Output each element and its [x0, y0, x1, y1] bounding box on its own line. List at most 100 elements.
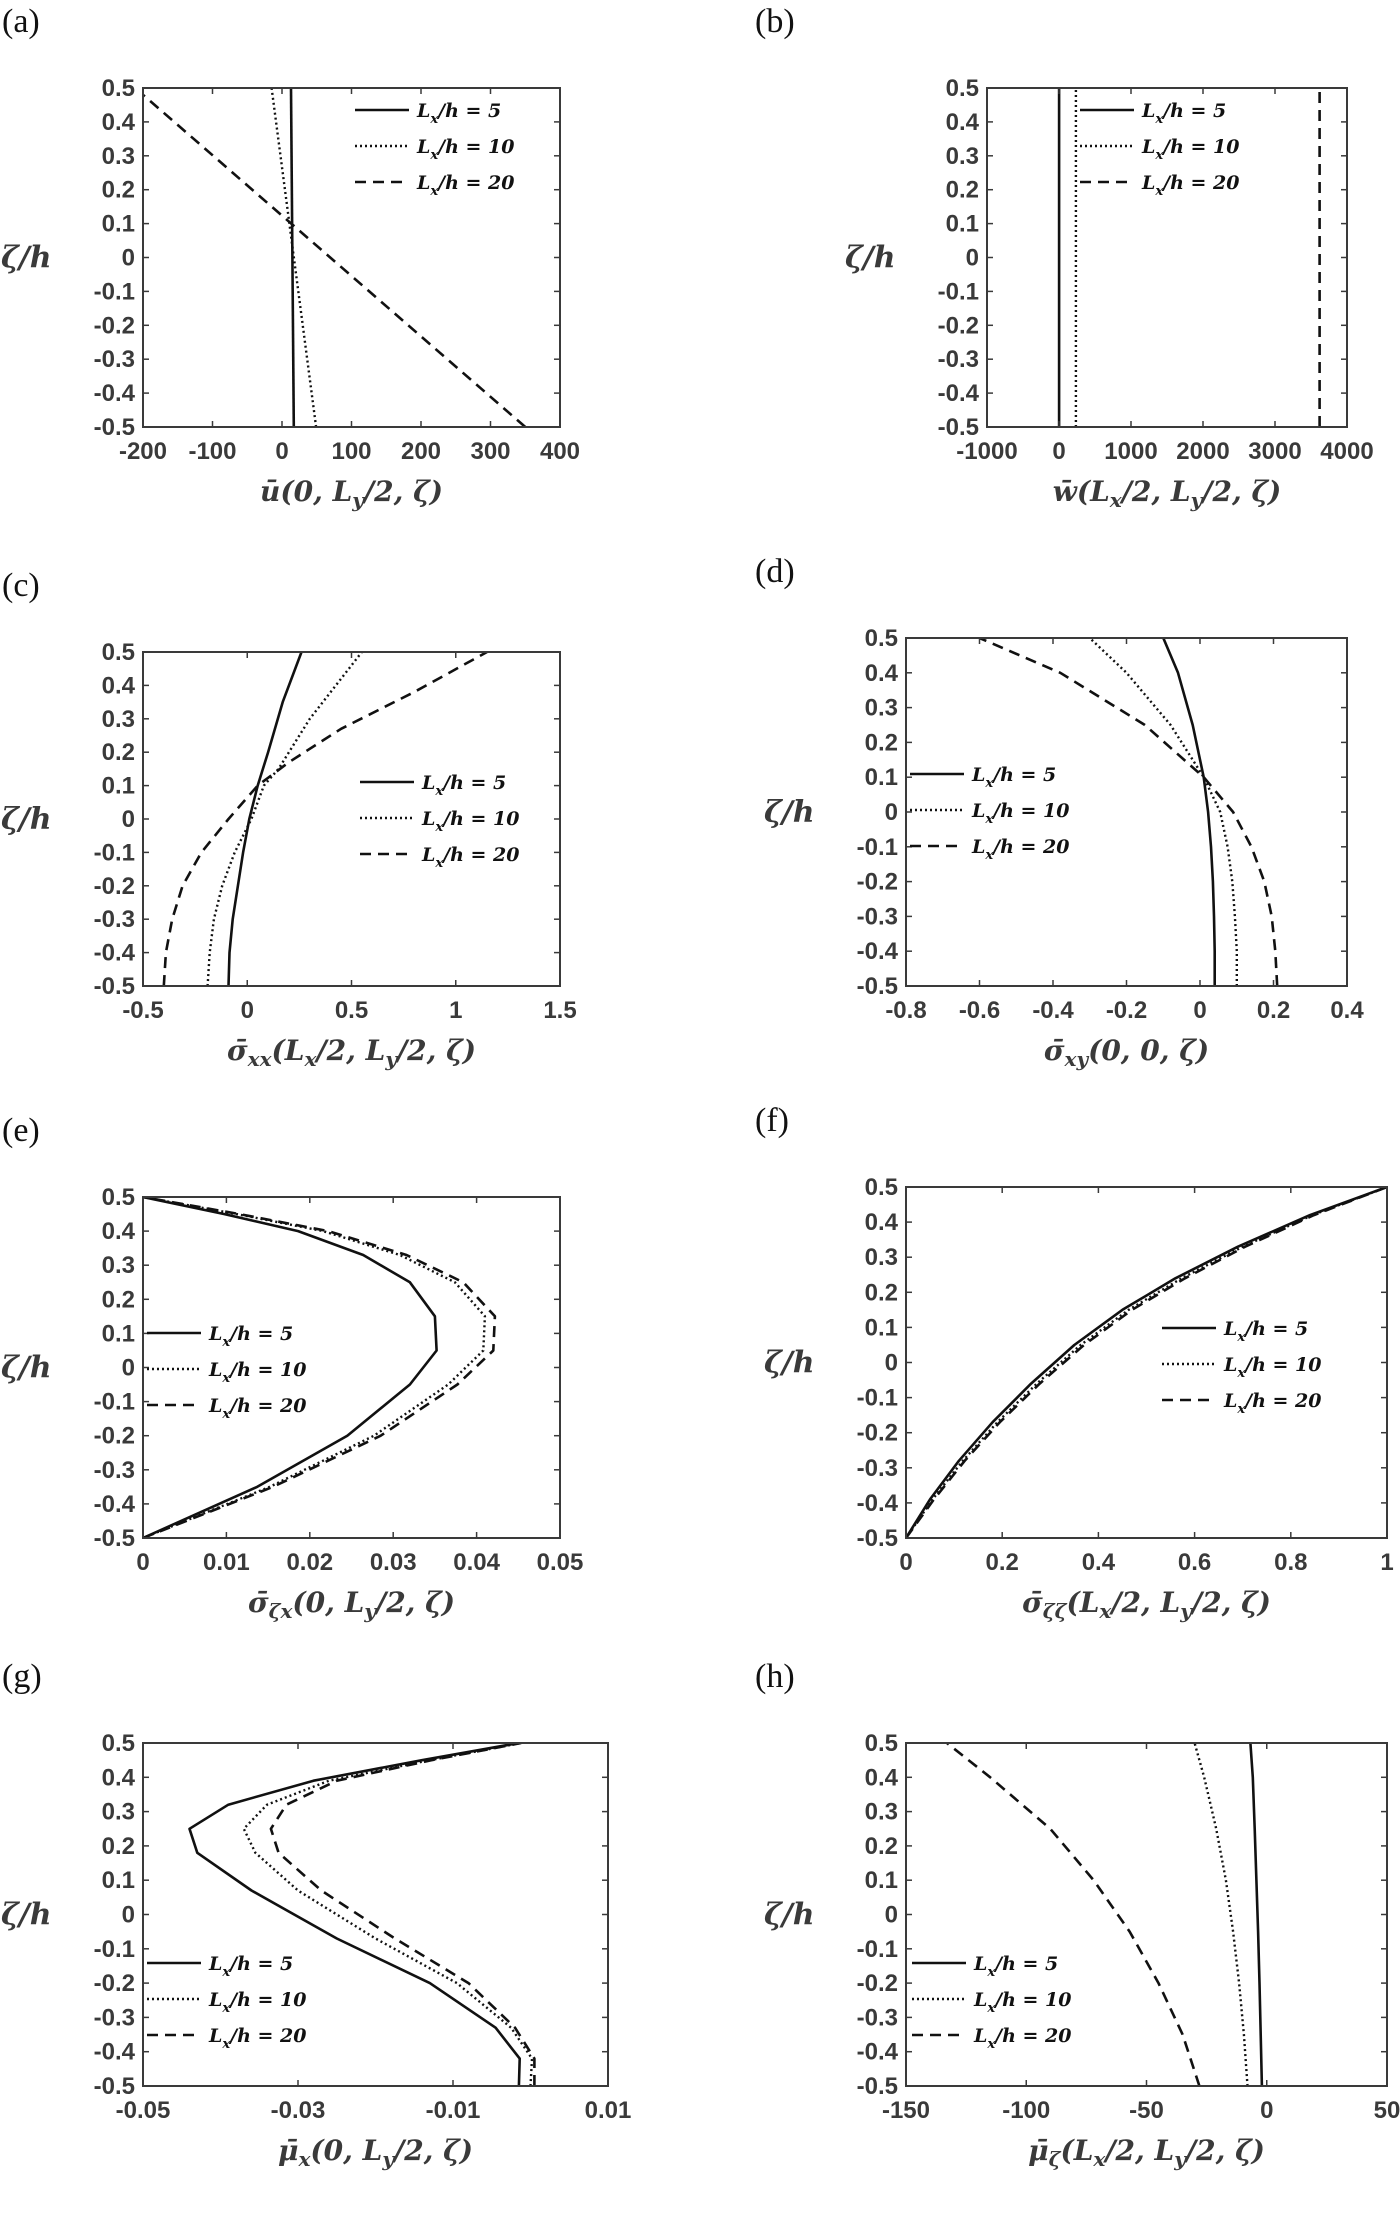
legend: Lx​/h = 5 Lx​/h = 10 Lx​/h = 20: [910, 764, 1069, 863]
panel-letter: (f): [755, 1102, 789, 1139]
y-tick-label: 0.2: [865, 1279, 898, 1306]
panel-c: (c) 0.5 0.4 0.3 0.2 0.1 0 -0.1 -0.2 -0.3 -0.4 -0.5-…: [1, 567, 577, 1071]
y-tick-label: -0.3: [857, 903, 898, 930]
legend-entry: Lx​/h = 5: [1223, 1318, 1308, 1345]
x-tick-label: -50: [1129, 2097, 1164, 2124]
series-line-solid: [143, 1197, 438, 1538]
y-tick-label: 0.3: [865, 1244, 898, 1271]
y-tick-label: -0.1: [857, 1385, 898, 1412]
y-tick-label: 0.2: [946, 177, 979, 204]
y-tick-label: -0.4: [94, 1491, 136, 1518]
legend-entry: Lx​/h = 20: [208, 1395, 306, 1422]
x-tick-label: -0.05: [116, 2097, 171, 2124]
y-tick-label: 0.5: [102, 1184, 135, 1211]
y-tick-label: 0.1: [865, 764, 898, 791]
panel-e: (e)0.50.40.30.20.10-0.1-0.2-0.3-0.4-0.50…: [1, 1112, 583, 1623]
series-line-solid: [227, 652, 303, 986]
x-tick-label: 1: [449, 997, 462, 1024]
x-tick-label: -1000: [956, 438, 1017, 465]
legend-entry: Lx​/h = 5: [208, 1323, 293, 1350]
y-tick-label: -0.2: [857, 1970, 898, 1997]
series-line-dashed: [946, 1743, 1201, 2086]
legend-entry: Lx​/h = 10: [973, 1989, 1071, 2016]
y-tick-label: -0.1: [94, 1936, 135, 1963]
y-tick-label: 0.4: [102, 1764, 136, 1791]
y-tick-label: -0.3: [94, 906, 135, 933]
x-tick-label: 0.2: [1257, 997, 1290, 1024]
legend-entry: Lx​/h = 20: [1223, 1390, 1321, 1417]
y-tick-label: -0.4: [857, 2039, 899, 2066]
y-tick-label: -0.5: [94, 414, 135, 441]
y-tick-label: 0: [885, 1350, 898, 1377]
x-axis-label: w̄(Lx​/2, Ly​/2, ζ): [1053, 475, 1282, 512]
panel-g: (g)0.50.40.30.20.10-0.1-0.2-0.3-0.4-0.5-…: [1, 1658, 631, 2171]
x-tick-label: -0.8: [885, 997, 926, 1024]
panel-letter: (c): [2, 567, 40, 604]
y-tick-label: 0.1: [946, 211, 979, 238]
y-tick-label: -0.3: [94, 2004, 135, 2031]
x-tick-label: 0.03: [370, 1549, 417, 1576]
x-tick-label: 0.6: [1178, 1549, 1211, 1576]
y-tick-label: -0.1: [938, 278, 979, 305]
y-tick-label: -0.4: [94, 380, 136, 407]
legend-entry: Lx​/h = 5: [973, 1953, 1058, 1980]
y-tick-label: 0.5: [102, 75, 135, 102]
y-tick-label: 0.1: [102, 773, 135, 800]
y-tick-label: 0.5: [102, 1730, 135, 1757]
series-line-dotted: [206, 652, 363, 986]
y-tick-label: 0.3: [946, 143, 979, 170]
series-line-solid: [1162, 638, 1216, 986]
x-tick-label: 50: [1374, 2097, 1400, 2124]
x-tick-label: 1: [1380, 1549, 1393, 1576]
x-axis-label: σ̄xx​(Lx​/2, Ly​/2, ζ): [227, 1034, 476, 1071]
x-tick-label: -0.01: [426, 2097, 481, 2124]
y-tick-label: 0.3: [102, 1252, 135, 1279]
y-tick-label: 0.4: [102, 1218, 136, 1245]
x-tick-label: -100: [1002, 2097, 1050, 2124]
x-tick-label: 200: [401, 438, 441, 465]
panel-h: (h)0.50.40.30.20.10-0.1-0.2-0.3-0.4-0.5-…: [755, 1658, 1400, 2171]
y-axis-label: ζ/h: [764, 795, 815, 830]
y-tick-label: -0.2: [94, 1423, 135, 1450]
y-tick-label: 0.2: [102, 1286, 135, 1313]
y-axis-label: ζ/h: [1, 1898, 52, 1933]
y-tick-label: -0.5: [94, 1525, 135, 1552]
x-tick-label: 0: [1260, 2097, 1273, 2124]
x-tick-label: -0.6: [959, 997, 1000, 1024]
y-axis-label: ζ/h: [764, 1898, 815, 1933]
x-tick-label: 300: [470, 438, 510, 465]
legend: Lx​/h = 5 Lx​/h = 10 Lx​/h = 20: [147, 1953, 306, 2052]
x-axis-label: σ̄ζx​(0, Ly​/2, ζ): [248, 1586, 455, 1623]
y-tick-label: -0.5: [94, 2073, 135, 2100]
legend-entry: Lx​/h = 5: [971, 764, 1056, 791]
y-tick-label: 0.3: [102, 1799, 135, 1826]
y-tick-label: -0.3: [94, 346, 135, 373]
series-line-dotted: [1193, 1743, 1249, 2086]
legend-entry: Lx​/h = 20: [421, 844, 519, 871]
y-axis-label: ζ/h: [1, 802, 52, 837]
legend: Lx​/h = 5 Lx​/h = 10 Lx​/h = 20: [912, 1953, 1071, 2052]
y-tick-label: -0.1: [94, 1389, 135, 1416]
y-tick-label: -0.2: [857, 869, 898, 896]
x-tick-label: 0.5: [335, 997, 368, 1024]
x-tick-label: -0.4: [1032, 997, 1074, 1024]
y-tick-label: 0.2: [102, 1833, 135, 1860]
y-tick-label: 0: [122, 1902, 135, 1929]
x-axis-label: ū(0, Ly​/2, ζ): [260, 475, 443, 512]
x-tick-label: 0: [275, 438, 288, 465]
y-tick-label: -0.2: [94, 1970, 135, 1997]
y-tick-label: -0.3: [857, 1455, 898, 1482]
y-axis-label: ζ/h: [764, 1346, 815, 1381]
legend-entry: Lx​/h = 20: [1141, 172, 1239, 199]
x-tick-label: 0: [1193, 997, 1206, 1024]
x-axis-label: σ̄xy​(0, 0, ζ): [1044, 1034, 1209, 1071]
series-line-dashed: [978, 638, 1279, 986]
y-tick-label: 0.4: [102, 109, 136, 136]
y-axis-label: ζ/h: [845, 241, 896, 276]
x-tick-label: 4000: [1320, 438, 1373, 465]
x-tick-label: -200: [119, 438, 167, 465]
legend-entry: Lx​/h = 10: [971, 800, 1069, 827]
y-tick-label: 0.1: [102, 1320, 135, 1347]
y-tick-label: -0.1: [857, 1936, 898, 1963]
